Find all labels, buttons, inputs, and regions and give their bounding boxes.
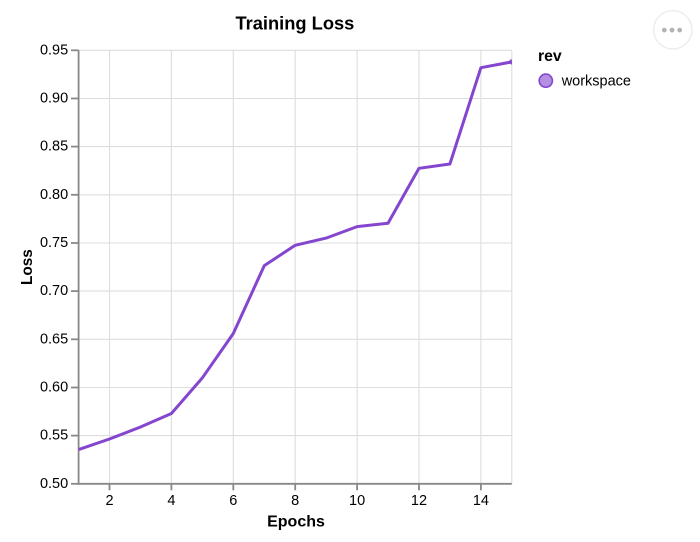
svg-text:rev: rev [538,48,562,65]
svg-text:workspace: workspace [561,73,631,89]
svg-text:Loss: Loss [19,249,36,285]
svg-text:0.60: 0.60 [40,380,68,396]
svg-text:Training Loss: Training Loss [235,13,354,34]
svg-text:0.65: 0.65 [40,331,68,347]
svg-text:10: 10 [349,493,365,509]
svg-text:0.50: 0.50 [40,476,68,492]
svg-text:4: 4 [167,493,175,509]
svg-text:6: 6 [229,493,237,509]
svg-text:0.70: 0.70 [40,283,68,299]
svg-text:0.90: 0.90 [40,91,68,107]
svg-text:0.85: 0.85 [40,139,68,155]
svg-text:0.75: 0.75 [40,235,68,251]
svg-text:14: 14 [473,493,489,509]
svg-text:8: 8 [291,493,299,509]
svg-text:0.80: 0.80 [40,187,68,203]
svg-text:0.95: 0.95 [40,42,68,58]
svg-text:2: 2 [105,493,113,509]
svg-text:12: 12 [411,493,427,509]
svg-text:Epochs: Epochs [267,513,325,530]
svg-text:0.55: 0.55 [40,428,68,444]
